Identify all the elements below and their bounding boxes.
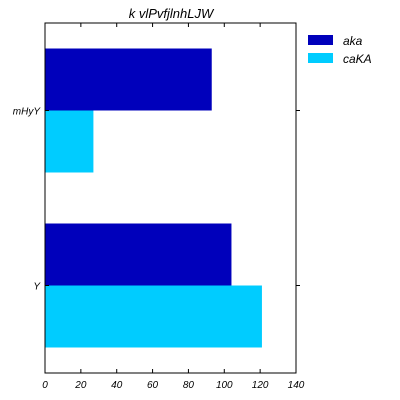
bar-caKA-Y <box>45 285 262 348</box>
x-tick-label: 60 <box>147 380 159 391</box>
x-tick-label: 80 <box>183 380 195 391</box>
x-tick-label: 0 <box>42 380 48 391</box>
y-tick-label: mHyY <box>13 107 42 118</box>
x-tick-label: 20 <box>74 380 87 391</box>
chart-title: k vlPvfjlnhLJW <box>129 6 215 21</box>
bar-group <box>45 48 262 348</box>
bar-caKA-mHyY <box>45 110 94 173</box>
x-tick-label: 40 <box>111 380 123 391</box>
plot-frame <box>44 22 297 374</box>
bar-aka-Y <box>45 223 232 286</box>
y-tick-label: Y <box>33 282 41 293</box>
x-tick-label: 100 <box>216 380 233 391</box>
x-tick-label: 140 <box>288 380 305 391</box>
bar-aka-mHyY <box>45 48 212 111</box>
legend-swatch-aka <box>308 35 333 45</box>
y-axis: mHyY Y <box>13 107 300 293</box>
legend-label-caKA: caKA <box>343 52 372 66</box>
legend-label-aka: aka <box>343 34 363 48</box>
legend-swatch-caKA <box>308 53 333 63</box>
x-axis: 0 20 40 60 80 100 120 140 <box>42 23 305 391</box>
x-tick-label: 120 <box>252 380 269 391</box>
legend: aka caKA <box>308 34 372 66</box>
